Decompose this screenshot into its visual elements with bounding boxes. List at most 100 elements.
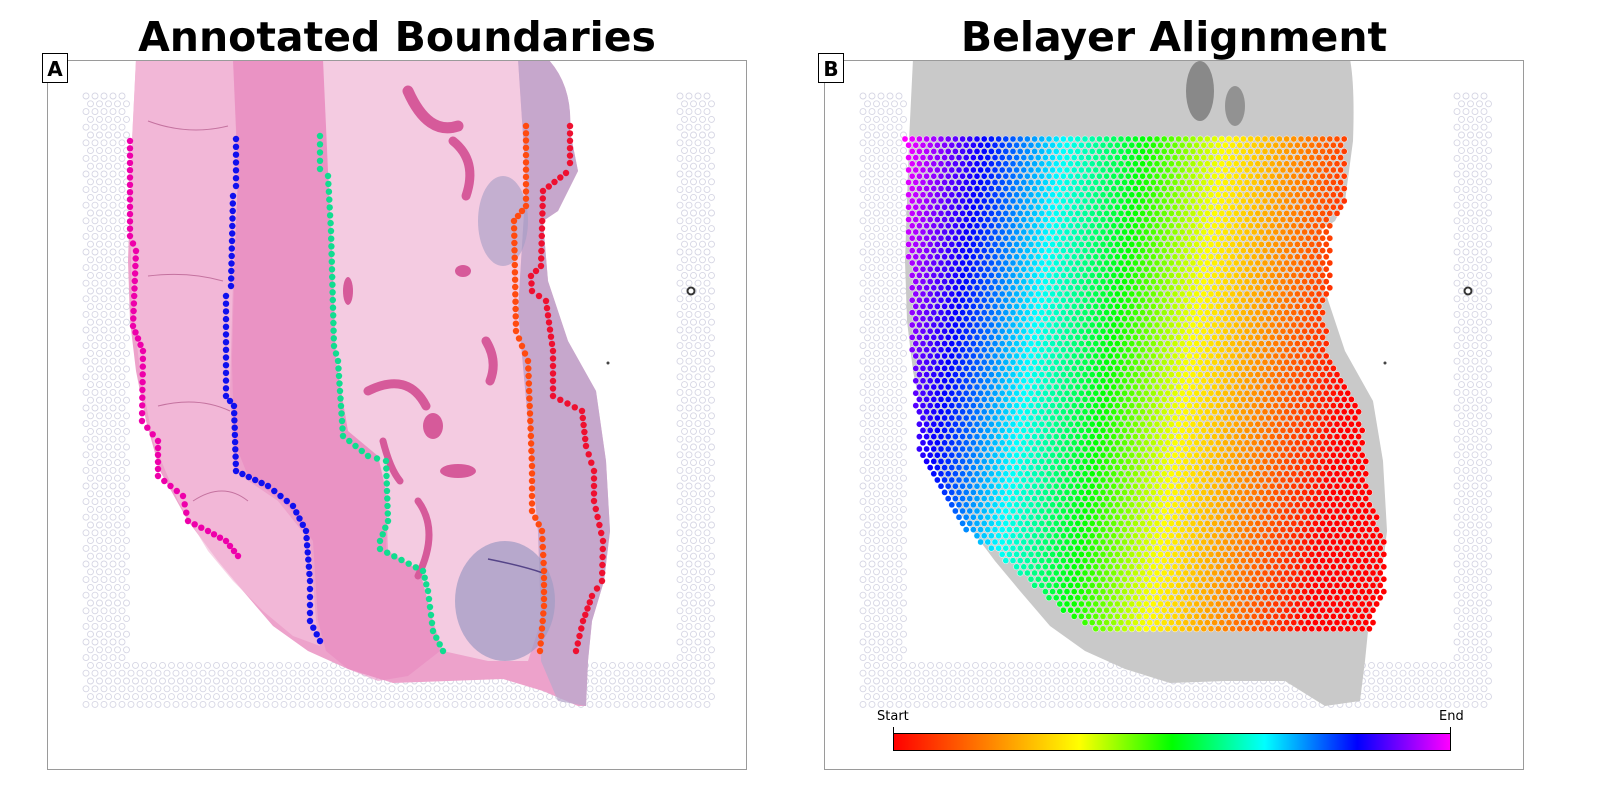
capture-spot (1462, 295, 1470, 303)
capture-spot (864, 505, 871, 513)
aligned-spot (1290, 185, 1298, 192)
aligned-spot (1294, 203, 1301, 211)
aligned-spot (1265, 228, 1272, 236)
aligned-spot (1265, 278, 1272, 285)
aligned-spot (1142, 141, 1150, 149)
aligned-spot (1272, 228, 1280, 236)
aligned-spot (1049, 365, 1056, 372)
capture-spot (1417, 685, 1425, 693)
capture-spot (891, 162, 898, 170)
boundary-spot (229, 215, 236, 222)
aligned-spot (1013, 389, 1020, 397)
capture-spot (105, 287, 112, 295)
aligned-spot (977, 166, 984, 174)
boundary-spot (338, 417, 346, 425)
capture-spot (1476, 552, 1483, 560)
boundary-spot (538, 255, 545, 262)
capture-spot (882, 318, 889, 326)
capture-spot (859, 404, 867, 412)
capture-spot (505, 685, 513, 693)
aligned-spot (1067, 321, 1074, 329)
aligned-spot (1312, 371, 1319, 378)
capture-spot (868, 232, 876, 240)
aligned-spot (930, 197, 938, 205)
aligned-spot (1164, 265, 1172, 273)
aligned-spot (1153, 296, 1161, 304)
capture-spot (703, 217, 711, 225)
aligned-spot (1322, 154, 1330, 161)
aligned-spot (995, 185, 1002, 192)
aligned-spot (1200, 352, 1208, 360)
aligned-spot (1146, 383, 1154, 391)
aligned-spot (1225, 309, 1233, 316)
aligned-spot (1290, 135, 1298, 143)
aligned-spot (1232, 172, 1240, 180)
capture-spot (586, 669, 594, 677)
aligned-spot (1290, 272, 1298, 279)
aligned-spot (1124, 172, 1132, 180)
aligned-spot (944, 148, 952, 155)
aligned-spot (952, 210, 959, 217)
capture-spot (859, 357, 867, 365)
capture-spot (891, 225, 898, 233)
aligned-spot (1016, 272, 1024, 279)
capture-spot (1458, 443, 1465, 451)
aligned-spot (1330, 365, 1337, 372)
aligned-spot (1175, 321, 1182, 329)
capture-spot (690, 225, 697, 233)
boundary-spot (590, 475, 598, 482)
capture-spot (294, 693, 301, 701)
capture-spot (195, 693, 202, 701)
capture-spot (1462, 123, 1470, 131)
aligned-spot (1074, 321, 1082, 329)
boundary-spot (562, 169, 570, 177)
aligned-spot (1236, 179, 1244, 186)
aligned-spot (1250, 203, 1258, 211)
aligned-spot (1139, 185, 1146, 192)
aligned-spot (1304, 234, 1312, 242)
capture-spot (303, 677, 310, 685)
aligned-spot (1009, 247, 1017, 254)
aligned-spot (1204, 160, 1211, 168)
capture-spot (118, 700, 126, 708)
capture-spot (1480, 310, 1488, 318)
capture-spot (654, 661, 661, 669)
capture-spot (348, 677, 355, 685)
capture-spot (114, 412, 121, 420)
capture-spot (213, 677, 220, 685)
aligned-spot (1272, 265, 1280, 273)
aligned-spot (1168, 259, 1175, 267)
capture-spot (859, 342, 867, 350)
boundary-spot (439, 647, 447, 655)
capture-spot (96, 505, 103, 513)
aligned-spot (1319, 197, 1326, 205)
capture-spot (109, 700, 117, 708)
capture-spot (1480, 123, 1488, 131)
aligned-spot (1319, 210, 1326, 217)
aligned-spot (1049, 389, 1056, 397)
aligned-spot (1236, 241, 1244, 248)
aligned-spot (1211, 284, 1218, 292)
capture-spot (1471, 669, 1479, 677)
capture-spot (1467, 521, 1474, 529)
aligned-spot (1319, 284, 1326, 292)
capture-spot (681, 303, 688, 311)
boundary-spot (433, 634, 440, 641)
aligned-spot (1042, 141, 1049, 149)
capture-spot (87, 303, 94, 311)
aligned-spot (1200, 290, 1208, 298)
aligned-spot (1142, 179, 1150, 186)
aligned-spot (1290, 383, 1298, 391)
capture-spot (1467, 147, 1474, 155)
aligned-spot (1301, 241, 1308, 248)
aligned-spot (1150, 166, 1157, 174)
aligned-spot (1160, 334, 1168, 341)
boundary-spot (539, 217, 546, 225)
capture-spot (1449, 693, 1456, 701)
aligned-spot (1150, 377, 1157, 385)
boundary-spot (585, 451, 592, 458)
capture-spot (1453, 108, 1461, 116)
aligned-spot (1232, 160, 1240, 168)
capture-spot (895, 482, 903, 490)
boundary-spot (222, 362, 230, 369)
